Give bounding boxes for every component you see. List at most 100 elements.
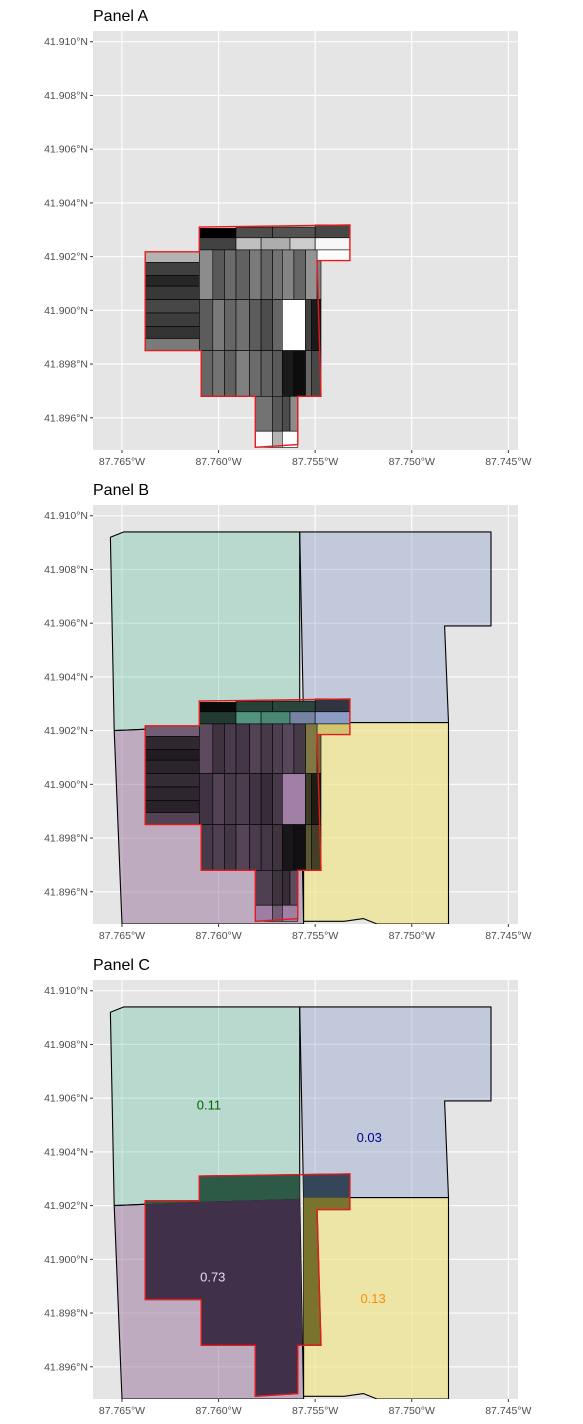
panel-b-block-31: [212, 773, 225, 825]
panel-a-block-38: [305, 299, 312, 351]
panel-b-block-43: [235, 824, 250, 871]
panel-b-block-40: [200, 824, 214, 871]
panel-a-y-tick-label-2: 41.906°N: [44, 144, 88, 156]
panel-c-region-se: [303, 1197, 450, 1399]
panel-b-block-34: [249, 773, 262, 825]
panel-c: Panel C 0.11 0.03 0.73 0.13 41.910°N 41.908°N 4…: [44, 957, 531, 1417]
panel-a-block-32: [224, 299, 237, 351]
panel-a-block-47: [281, 350, 295, 397]
panel-c-y-tick-label-6: 41.898°N: [44, 1308, 88, 1320]
panel-a-x-tick-label-4: 87.745°W: [485, 456, 531, 468]
panel-b-block-1: [235, 700, 274, 713]
panel-c-y-tick-label-7: 41.896°N: [44, 1361, 88, 1373]
panel-a-block-26: [281, 249, 295, 300]
panel-b-block-18: [144, 812, 200, 825]
panel-a-y-tick-label-5: 41.900°N: [44, 305, 88, 317]
panel-a-block-41: [212, 350, 225, 397]
panel-b-block-13: [144, 749, 200, 761]
panel-b-block-19: [199, 723, 214, 774]
panel-a-y-tick-label-4: 41.902°N: [44, 251, 88, 263]
panel-a-block-27: [293, 249, 306, 300]
panel-b-block-56: [272, 904, 283, 922]
panel-b-block-14: [144, 759, 200, 774]
panel-c-x-tick-label-0: 87.765°W: [99, 1405, 145, 1417]
panel-c-region-value-sw: 0.73: [200, 1270, 225, 1285]
panel-b-title: Panel B: [93, 482, 149, 499]
panel-a-title: Panel A: [93, 8, 148, 25]
panel-a-block-49: [305, 350, 312, 397]
panel-a-block-46: [272, 350, 283, 397]
panel-b-block-48: [293, 824, 306, 871]
panel-b-block-45: [260, 824, 274, 871]
panel-b-block-7: [289, 711, 316, 725]
panel-c-x-tick-label-4: 87.745°W: [485, 1405, 531, 1417]
panel-a-block-25: [272, 249, 283, 300]
panel-c-y-tick-label-5: 41.900°N: [44, 1254, 88, 1266]
panel-b-block-49: [305, 824, 312, 871]
panel-b-x-tick-label-1: 87.760°W: [195, 930, 241, 942]
panel-a-block-15: [144, 299, 200, 314]
panel-a-block-12: [144, 262, 200, 276]
panel-b-y-tick-label-7: 41.896°N: [44, 886, 88, 898]
panel-a-block-17: [144, 326, 200, 339]
panel-b-x-tick-label-0: 87.765°W: [99, 930, 145, 942]
panel-a-block-44: [249, 350, 262, 397]
panel-b-block-16: [144, 786, 200, 801]
panel-b-block-28: [305, 723, 318, 774]
panel-b-region-se: [303, 722, 450, 924]
panel-a-block-52: [272, 395, 283, 432]
panel-a-y-tick-label-7: 41.896°N: [44, 412, 88, 424]
panel-b-block-35: [260, 773, 274, 825]
panel-c-x-tick-label-1: 87.760°W: [195, 1405, 241, 1417]
panel-b-block-47: [281, 824, 295, 871]
panel-b-block-44: [249, 824, 262, 871]
panel-a: Panel A 41.910°N 41.908°N 41.906°N 41.904°N 4…: [44, 8, 531, 468]
panel-a-x-tick-label-3: 87.750°W: [389, 456, 435, 468]
panel-c-study-area-outline: [144, 1173, 351, 1398]
panel-a-x-tick-label-1: 87.760°W: [195, 456, 241, 468]
panel-b-block-42: [224, 824, 237, 871]
panel-c-x-tick-label-3: 87.750°W: [389, 1405, 435, 1417]
panel-b-block-22: [235, 723, 250, 774]
panel-a-block-7: [289, 237, 316, 251]
panel-c-y-tick-label-4: 41.902°N: [44, 1200, 88, 1212]
panel-a-block-35: [260, 299, 274, 351]
panel-a-block-8: [314, 237, 351, 251]
panel-b-block-20: [212, 723, 225, 774]
panel-a-block-48: [293, 350, 306, 397]
panel-a-block-19: [199, 249, 214, 300]
panel-a-block-4: [199, 237, 237, 251]
panel-a-block-37: [281, 299, 306, 351]
panel-a-y-tick-label-1: 41.908°N: [44, 90, 88, 102]
panel-b-block-11: [144, 725, 200, 737]
panel-a-block-45: [260, 350, 274, 397]
panel-a-block-23: [249, 249, 262, 300]
panel-c-y-tick-label-0: 41.910°N: [44, 985, 88, 997]
panel-b-block-53: [281, 869, 291, 906]
panel-a-block-1: [235, 226, 274, 239]
panel-b-y-tick-label-2: 41.906°N: [44, 618, 88, 630]
panel-b-block-27: [293, 723, 306, 774]
panel-b-block-10: [314, 723, 351, 735]
panel-a-y-tick-label-3: 41.904°N: [44, 197, 88, 209]
panel-a-block-20: [212, 249, 225, 300]
panel-c-title: Panel C: [93, 957, 150, 974]
panel-a-block-21: [224, 249, 237, 300]
panel-b-block-12: [144, 736, 200, 750]
panel-a-block-3: [314, 224, 351, 239]
panel-c-y-tick-label-2: 41.906°N: [44, 1093, 88, 1105]
panel-b-block-3: [314, 698, 351, 713]
panel-a-block-28: [305, 249, 318, 300]
panel-b-y-tick-label-0: 41.910°N: [44, 510, 88, 522]
panel-a-block-10: [314, 249, 351, 261]
panel-b-block-17: [144, 800, 200, 813]
panel-b-block-15: [144, 773, 200, 788]
panel-a-block-6: [260, 237, 291, 251]
panel-b-block-51: [255, 869, 274, 906]
panel-b-y-tick-label-6: 41.898°N: [44, 833, 88, 845]
panel-a-block-54: [289, 395, 298, 432]
panel-a-block-31: [212, 299, 225, 351]
panel-b-y-tick-label-1: 41.908°N: [44, 564, 88, 576]
panel-a-block-14: [144, 285, 200, 300]
